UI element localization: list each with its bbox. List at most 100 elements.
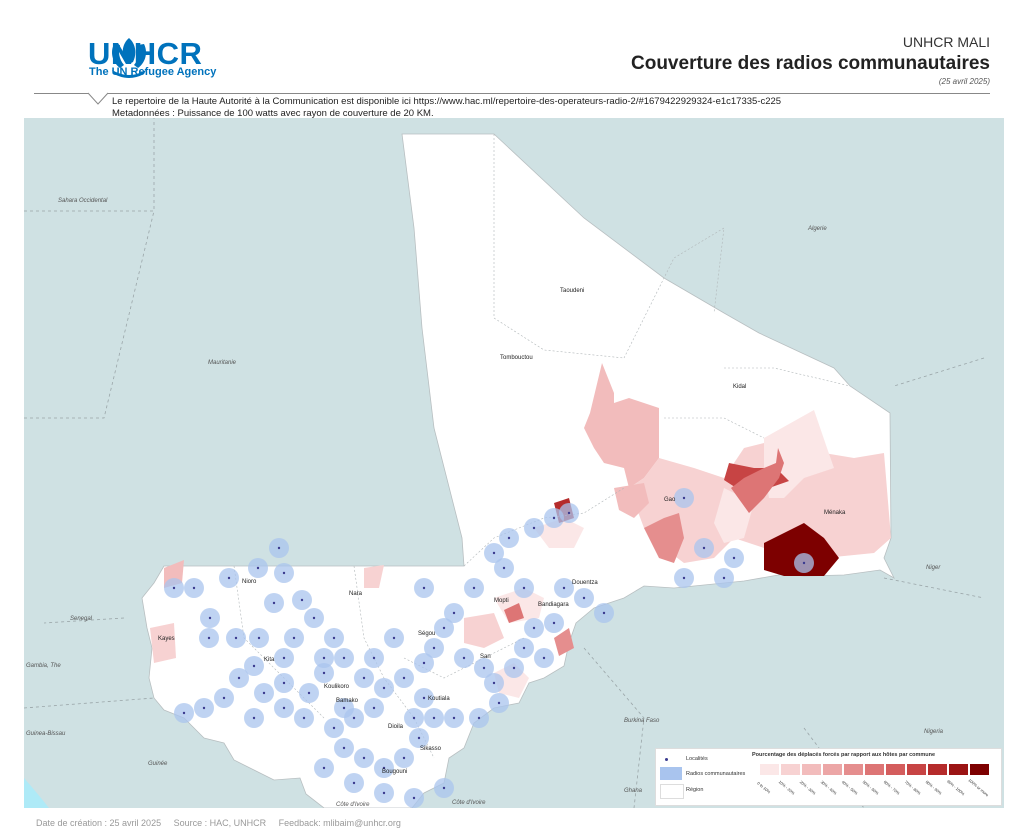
footer-feedback[interactable]: Feedback: mlibaim@unhcr.org: [278, 818, 401, 828]
locality-marker: [507, 536, 511, 540]
report-date: (25 avril 2025): [938, 77, 990, 86]
locality-marker: [282, 656, 286, 660]
locality-marker: [552, 516, 556, 520]
region-label-sikasso: Sikasso: [420, 746, 442, 752]
locality-marker: [277, 546, 281, 550]
locality-marker: [542, 656, 546, 660]
locality-marker: [802, 561, 806, 565]
locality-marker: [477, 716, 481, 720]
footer-creation-date: Date de création : 25 avril 2025: [36, 818, 162, 828]
locality-marker: [302, 716, 306, 720]
locality-marker: [522, 586, 526, 590]
country-label-ghana: Ghana: [624, 788, 643, 794]
country-label: UNHCR MALI: [902, 34, 990, 50]
locality-marker: [372, 656, 376, 660]
locality-marker: [282, 681, 286, 685]
mali-radio-coverage-map[interactable]: Taoudeni Tombouctou Kidal Gao Ménaka Dou…: [24, 118, 1004, 808]
region-label-koulikoro: Koulikoro: [324, 684, 350, 690]
locality-marker: [192, 586, 196, 590]
locality-marker: [362, 756, 366, 760]
country-label-cote-divoire-2: Côte d'Ivoire: [452, 800, 486, 806]
map-legend: Localités Radios communautaires Région P…: [655, 748, 1002, 806]
locality-marker: [252, 664, 256, 668]
legend-swatch: [823, 764, 842, 775]
country-label-cote-divoire-1: Côte d'Ivoire: [336, 802, 370, 808]
legend-range-label: 90% - 100%: [945, 778, 966, 797]
locality-marker: [307, 691, 311, 695]
region-labels: Taoudeni Tombouctou Kidal Gao Ménaka Dou…: [158, 288, 846, 775]
divider-notch: [88, 92, 109, 105]
locality-marker: [582, 596, 586, 600]
legend-swatch: [865, 764, 884, 775]
region-label-douentza: Douentza: [572, 580, 598, 586]
locality-marker: [262, 691, 266, 695]
locality-marker: [392, 636, 396, 640]
region-label-koutiala: Koutiala: [428, 696, 450, 702]
region-label-tombouctou: Tombouctou: [500, 355, 533, 361]
locality-marker: [492, 681, 496, 685]
legend-range-label: 60% - 70%: [882, 779, 901, 796]
country-label-niger: Niger: [926, 565, 941, 571]
legend-range-label: 20% - 30%: [798, 779, 817, 796]
locality-marker: [322, 766, 326, 770]
locality-marker: [312, 616, 316, 620]
locality-marker: [332, 726, 336, 730]
locality-marker: [208, 616, 212, 620]
legend-region-label: Région: [686, 787, 704, 793]
region-label-bougouni: Bougouni: [382, 769, 407, 775]
locality-marker: [472, 586, 476, 590]
locality-marker: [282, 706, 286, 710]
locality-marker: [332, 636, 336, 640]
country-label-guinee: Guinée: [148, 761, 168, 767]
region-label-segou: Ségou: [418, 631, 435, 637]
locality-marker: [422, 696, 426, 700]
legend-range-label: 30% - 40%: [819, 779, 838, 796]
locality-marker: [382, 791, 386, 795]
locality-marker: [182, 711, 186, 715]
page-title: Couverture des radios communautaires: [631, 53, 990, 74]
locality-marker: [342, 746, 346, 750]
country-label-senegal: Senegal: [70, 616, 93, 622]
locality-marker: [432, 716, 436, 720]
region-label-san: San: [480, 654, 491, 660]
legend-range-label: 40% - 50%: [840, 779, 859, 796]
country-label-guinea-bissau: Guinea-Bissau: [26, 731, 66, 737]
region-label-kita: Kita: [264, 657, 275, 663]
unhcr-emblem-icon: [112, 38, 146, 78]
legend-range-label: 0 to 10%: [756, 780, 772, 795]
country-labels: Sahara Occidental Algerie Mauritanie Sen…: [26, 198, 944, 808]
note-repertoire-link[interactable]: Le repertoire de la Haute Autorité à la …: [112, 96, 782, 107]
locality-marker: [300, 598, 304, 602]
locality-marker: [382, 766, 386, 770]
legend-swatch: [928, 764, 947, 775]
locality-marker: [172, 586, 176, 590]
legend-radio-label: Radios communautaires: [686, 771, 746, 777]
locality-marker: [502, 566, 506, 570]
legend-swatch: [802, 764, 821, 775]
footer: Date de création : 25 avril 2025 Source …: [36, 818, 411, 828]
locality-marker: [227, 576, 231, 580]
legend-swatch: [907, 764, 926, 775]
locality-marker: [282, 571, 286, 575]
region-label-kayes: Kayes: [158, 636, 175, 642]
legend-locality-symbol: [662, 755, 670, 763]
locality-marker: [442, 786, 446, 790]
locality-marker: [532, 526, 536, 530]
locality-marker: [362, 676, 366, 680]
locality-marker: [492, 551, 496, 555]
locality-marker: [342, 706, 346, 710]
locality-marker: [252, 716, 256, 720]
locality-marker: [452, 716, 456, 720]
legend-range-label: 50% - 60%: [861, 779, 880, 796]
note-metadata: Metadonnées : Puissance de 100 watts ave…: [112, 108, 434, 119]
region-label-nara: Nara: [349, 591, 363, 597]
country-label-mauritanie: Mauritanie: [208, 360, 237, 366]
locality-marker: [207, 636, 211, 640]
locality-marker: [512, 666, 516, 670]
country-label-nigeria: Nigeria: [924, 729, 944, 735]
locality-marker: [382, 686, 386, 690]
locality-marker: [497, 701, 501, 705]
org-logo-text: UNHCR: [88, 36, 203, 71]
locality-marker: [257, 636, 261, 640]
locality-marker: [682, 576, 686, 580]
